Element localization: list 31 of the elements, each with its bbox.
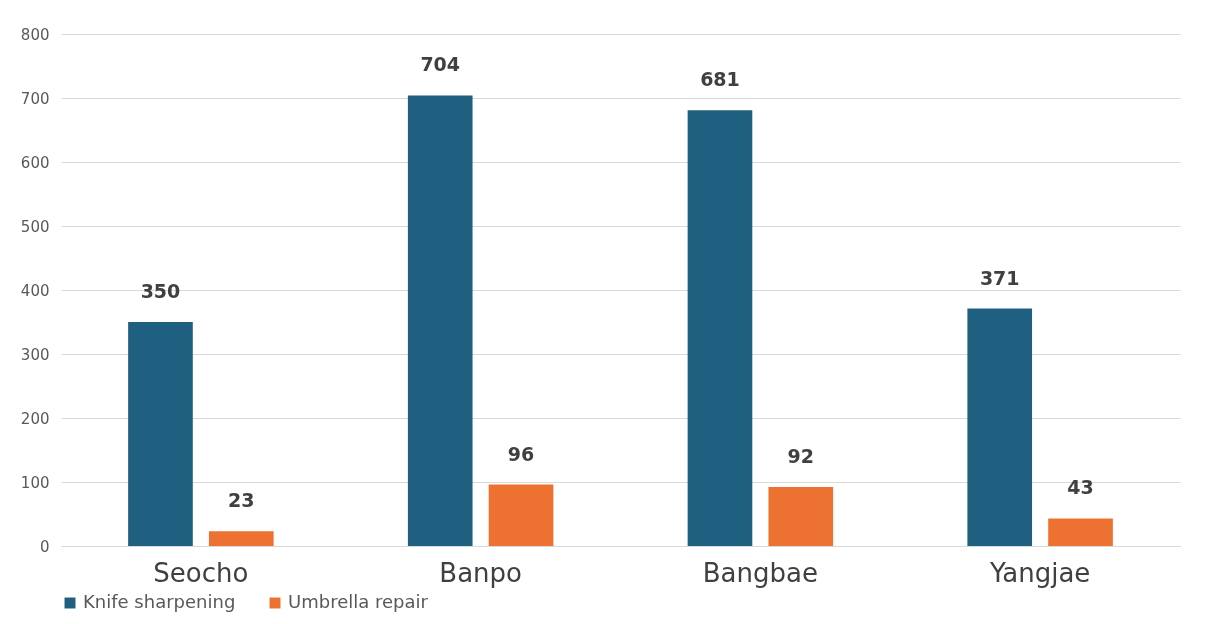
data-label: 23 (228, 489, 255, 512)
bar (208, 531, 274, 546)
y-tick-label: 600 (20, 153, 50, 172)
data-label: 704 (420, 53, 461, 76)
x-tick-label: Bangbae (702, 557, 818, 588)
y-tick-label: 800 (20, 25, 50, 44)
y-tick-label: 200 (20, 409, 50, 428)
y-tick-label: 300 (20, 345, 50, 364)
y-tick-label: 500 (20, 217, 50, 236)
x-tick-label: Banpo (439, 557, 522, 588)
data-label: 96 (507, 442, 535, 465)
bar (967, 308, 1033, 546)
data-label: 350 (140, 280, 181, 302)
x-tick-label: Seocho (153, 557, 249, 588)
data-label: 371 (979, 266, 1020, 289)
data-label: 43 (1067, 476, 1094, 499)
bar (1048, 518, 1113, 546)
bar (488, 484, 554, 546)
data-label: 681 (700, 68, 740, 91)
y-tick-label: 700 (20, 89, 50, 108)
bar (687, 110, 753, 546)
legend-label: Umbrella repair (288, 591, 429, 612)
y-tick-label: 400 (20, 281, 50, 300)
legend-label: Knife sharpening (83, 591, 236, 612)
bar (407, 95, 473, 546)
y-tick-label: 100 (20, 473, 50, 492)
y-tick-label: 0 (39, 537, 50, 556)
data-label: 92 (787, 445, 815, 468)
x-tick-label: Yangjae (988, 557, 1091, 588)
bar (128, 322, 193, 546)
bar (768, 487, 834, 546)
